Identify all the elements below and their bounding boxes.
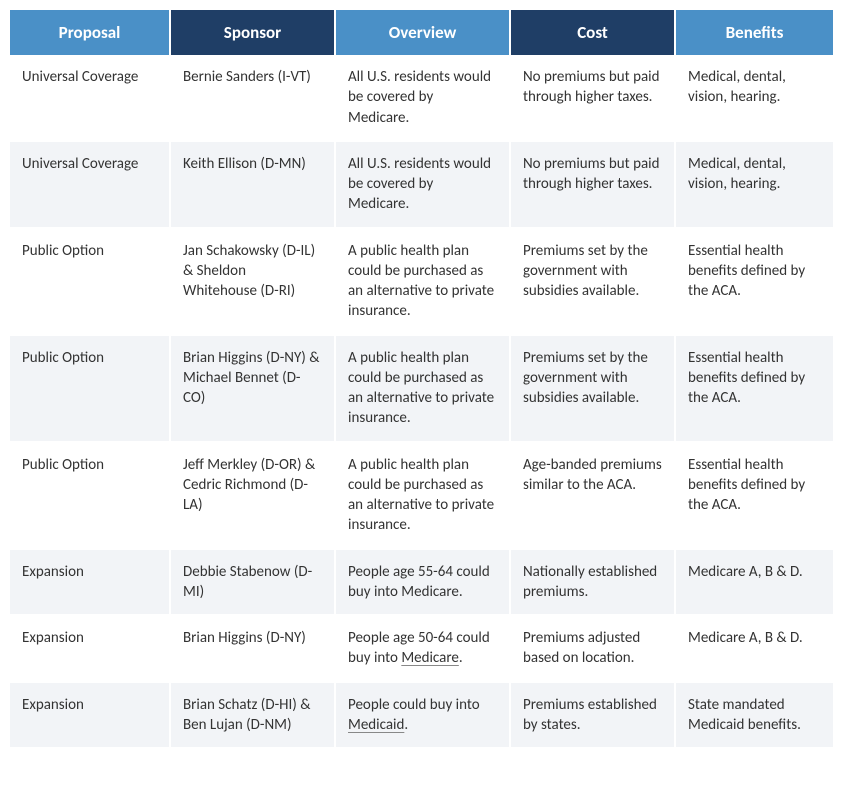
table-row: Public OptionBrian Higgins (D-NY) & Mich…: [10, 335, 833, 442]
header-row: ProposalSponsorOverviewCostBenefits: [10, 10, 833, 55]
table-row: Universal CoverageKeith Ellison (D-MN)Al…: [10, 141, 833, 228]
table-cell: No premiums but paid through higher taxe…: [510, 141, 675, 228]
table-row: ExpansionDebbie Stabenow (D-MI)People ag…: [10, 549, 833, 616]
table-cell: Expansion: [10, 682, 170, 749]
table-cell: Medical, dental, vision, hearing.: [675, 55, 833, 141]
table-cell: Age-banded premiums similar to the ACA.: [510, 442, 675, 549]
column-header: Benefits: [675, 10, 833, 55]
table-cell: Jan Schakowsky (D-IL) & Sheldon Whitehou…: [170, 228, 335, 335]
table-cell: Keith Ellison (D-MN): [170, 141, 335, 228]
table-cell: State mandated Medicaid benefits.: [675, 682, 833, 749]
table-cell: Bernie Sanders (I-VT): [170, 55, 335, 141]
proposals-table: ProposalSponsorOverviewCostBenefits Univ…: [10, 10, 833, 749]
table-row: ExpansionBrian Higgins (D-NY)People age …: [10, 615, 833, 682]
table-cell: Public Option: [10, 442, 170, 549]
table-cell: People could buy into Medicaid.: [335, 682, 510, 749]
table-cell: All U.S. residents would be covered by M…: [335, 55, 510, 141]
table-cell: Premiums adjusted based on location.: [510, 615, 675, 682]
table-cell: All U.S. residents would be covered by M…: [335, 141, 510, 228]
table-cell: No premiums but paid through higher taxe…: [510, 55, 675, 141]
column-header: Cost: [510, 10, 675, 55]
table-cell: Nationally established premiums.: [510, 549, 675, 616]
table-cell: Premiums set by the government with subs…: [510, 228, 675, 335]
table-cell: Universal Coverage: [10, 55, 170, 141]
table-cell: Public Option: [10, 228, 170, 335]
table-cell: Universal Coverage: [10, 141, 170, 228]
underlined-term: Medicaid: [348, 716, 404, 734]
table-cell: Medicare A, B & D.: [675, 615, 833, 682]
table-cell: A public health plan could be purchased …: [335, 442, 510, 549]
table-cell: Essential health benefits defined by the…: [675, 442, 833, 549]
table-cell: Medicare A, B & D.: [675, 549, 833, 616]
table-cell: Essential health benefits defined by the…: [675, 335, 833, 442]
table-cell: Expansion: [10, 549, 170, 616]
table-cell: Expansion: [10, 615, 170, 682]
table-cell: A public health plan could be purchased …: [335, 228, 510, 335]
table-cell: Jeff Merkley (D-OR) & Cedric Richmond (D…: [170, 442, 335, 549]
table-cell: Essential health benefits defined by the…: [675, 228, 833, 335]
table-row: Public OptionJan Schakowsky (D-IL) & She…: [10, 228, 833, 335]
column-header: Overview: [335, 10, 510, 55]
table-body: Universal CoverageBernie Sanders (I-VT)A…: [10, 55, 833, 748]
table-cell: Debbie Stabenow (D-MI): [170, 549, 335, 616]
table-row: Universal CoverageBernie Sanders (I-VT)A…: [10, 55, 833, 141]
column-header: Sponsor: [170, 10, 335, 55]
table-cell: Public Option: [10, 335, 170, 442]
table-cell: Medical, dental, vision, hearing.: [675, 141, 833, 228]
column-header: Proposal: [10, 10, 170, 55]
table-cell: People age 55-64 could buy into Medicare…: [335, 549, 510, 616]
table-row: ExpansionBrian Schatz (D-HI) & Ben Lujan…: [10, 682, 833, 749]
table-cell: Premiums established by states.: [510, 682, 675, 749]
table-row: Public OptionJeff Merkley (D-OR) & Cedri…: [10, 442, 833, 549]
table-cell: A public health plan could be purchased …: [335, 335, 510, 442]
underlined-term: Medicare: [401, 649, 459, 667]
table-cell: People age 50-64 could buy into Medicare…: [335, 615, 510, 682]
table-cell: Brian Schatz (D-HI) & Ben Lujan (D-NM): [170, 682, 335, 749]
table-cell: Brian Higgins (D-NY) & Michael Bennet (D…: [170, 335, 335, 442]
table-cell: Premiums set by the government with subs…: [510, 335, 675, 442]
table-cell: Brian Higgins (D-NY): [170, 615, 335, 682]
